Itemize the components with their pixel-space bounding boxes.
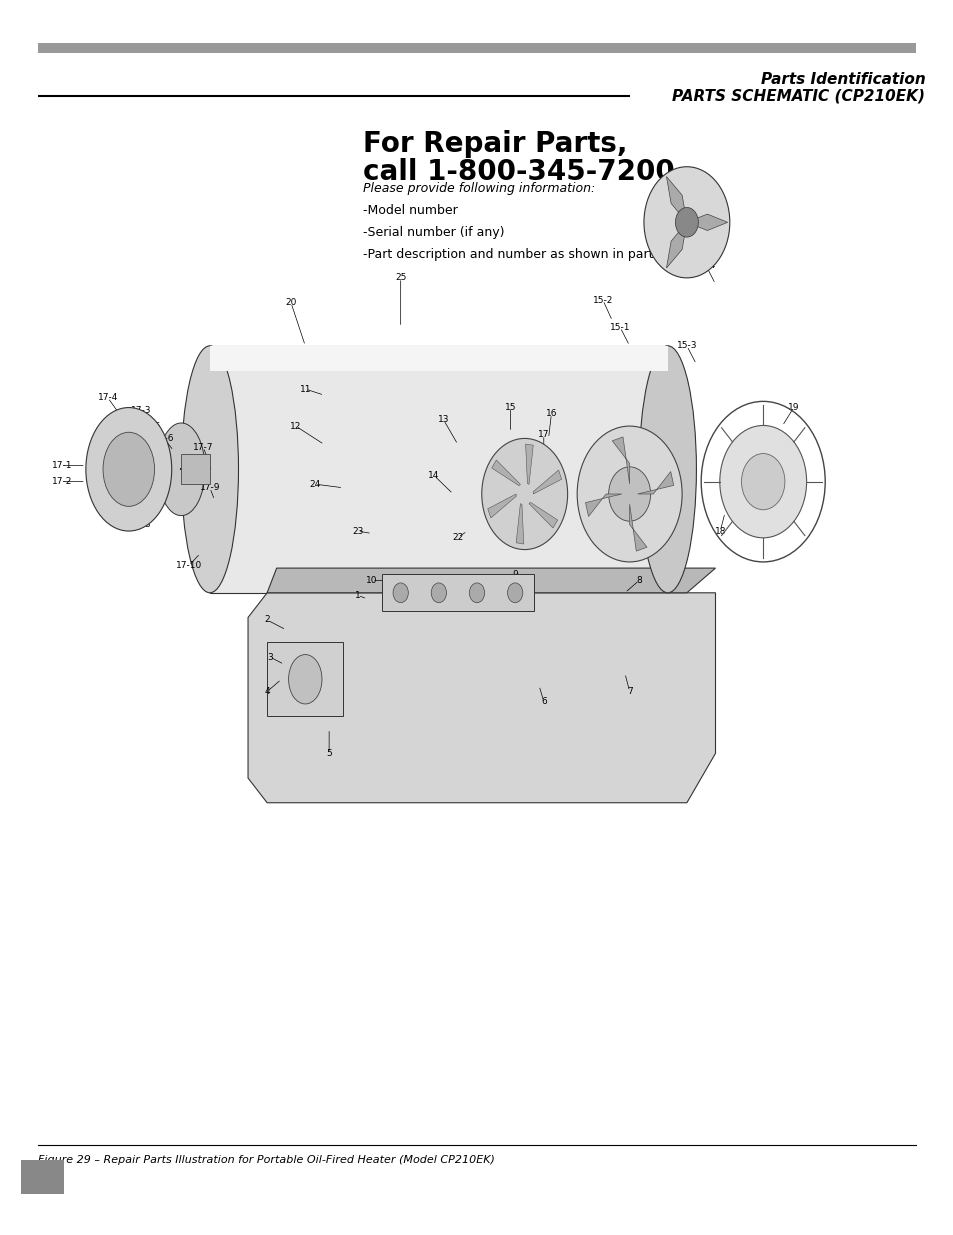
Polygon shape: [210, 346, 667, 370]
Polygon shape: [267, 568, 715, 593]
Polygon shape: [629, 504, 646, 551]
Circle shape: [740, 453, 784, 510]
Text: -Model number: -Model number: [362, 204, 456, 217]
Text: 13: 13: [437, 415, 449, 425]
Circle shape: [481, 438, 567, 550]
Text: 15-4: 15-4: [695, 261, 716, 270]
Circle shape: [675, 207, 698, 237]
Text: 17-7: 17-7: [193, 442, 213, 452]
Polygon shape: [637, 472, 673, 494]
Text: 21: 21: [609, 532, 620, 542]
Text: 16: 16: [545, 409, 557, 419]
Polygon shape: [686, 214, 727, 231]
Bar: [38, 43, 915, 53]
Polygon shape: [528, 503, 558, 529]
Text: 19: 19: [787, 403, 799, 412]
Ellipse shape: [639, 346, 696, 593]
Text: 17: 17: [537, 430, 549, 440]
Text: Parts Identification: Parts Identification: [760, 72, 924, 86]
Polygon shape: [248, 593, 715, 803]
Text: 25: 25: [395, 273, 406, 283]
Text: 17-9: 17-9: [199, 483, 220, 493]
Text: 11: 11: [299, 384, 311, 394]
Text: 3: 3: [267, 652, 273, 662]
Text: 6: 6: [540, 697, 546, 706]
Text: Figure 29 – Repair Parts Illustration for Portable Oil-Fired Heater (Model CP210: Figure 29 – Repair Parts Illustration fo…: [38, 1155, 495, 1165]
Polygon shape: [491, 459, 520, 485]
Polygon shape: [533, 471, 561, 494]
Circle shape: [431, 583, 446, 603]
Text: 17-6: 17-6: [153, 433, 174, 443]
Text: 17-5: 17-5: [140, 421, 161, 431]
Text: 12: 12: [290, 421, 301, 431]
Text: 4: 4: [264, 687, 270, 697]
Polygon shape: [487, 494, 516, 517]
Text: 25: 25: [33, 1171, 51, 1183]
Text: 23: 23: [352, 526, 363, 536]
Ellipse shape: [181, 346, 238, 593]
Text: -Part description and number as shown in parts list: -Part description and number as shown in…: [362, 248, 681, 262]
Bar: [21, 1160, 64, 1194]
Polygon shape: [666, 222, 686, 268]
Ellipse shape: [103, 432, 154, 506]
Text: 17-4: 17-4: [97, 393, 118, 403]
Text: 2: 2: [264, 615, 270, 625]
Text: 17-3: 17-3: [131, 405, 152, 415]
Ellipse shape: [86, 408, 172, 531]
Ellipse shape: [157, 422, 205, 516]
Text: 5: 5: [326, 748, 332, 758]
Text: 15-3: 15-3: [676, 341, 697, 351]
Text: 8: 8: [636, 576, 641, 585]
Text: PARTS SCHEMATIC (CP210EK): PARTS SCHEMATIC (CP210EK): [672, 89, 924, 104]
Text: 15-1: 15-1: [609, 322, 630, 332]
Text: -Serial number (if any): -Serial number (if any): [362, 226, 503, 240]
Text: 17-1: 17-1: [51, 461, 72, 471]
Text: 15: 15: [504, 403, 516, 412]
Polygon shape: [666, 177, 686, 222]
Text: call 1-800-345-7200: call 1-800-345-7200: [362, 158, 674, 186]
Circle shape: [469, 583, 484, 603]
Bar: [267, 642, 343, 716]
Text: 7: 7: [626, 687, 632, 697]
Text: 17-2: 17-2: [51, 477, 72, 487]
Bar: [181, 454, 210, 484]
Text: 9: 9: [512, 569, 517, 579]
Text: 17-8: 17-8: [131, 520, 152, 530]
Circle shape: [507, 583, 522, 603]
Circle shape: [643, 167, 729, 278]
Polygon shape: [210, 346, 667, 593]
Ellipse shape: [288, 655, 321, 704]
Polygon shape: [525, 445, 533, 484]
Polygon shape: [585, 494, 621, 516]
Circle shape: [577, 426, 681, 562]
Text: 18: 18: [714, 526, 725, 536]
Text: 10: 10: [366, 576, 377, 585]
Polygon shape: [516, 504, 523, 543]
Text: 17-10: 17-10: [175, 561, 202, 571]
Text: Please provide following information:: Please provide following information:: [362, 182, 594, 195]
Text: 20: 20: [285, 298, 296, 308]
Circle shape: [608, 467, 650, 521]
Text: For Repair Parts,: For Repair Parts,: [362, 130, 626, 158]
Circle shape: [719, 425, 806, 538]
Polygon shape: [612, 437, 629, 484]
Text: 15-2: 15-2: [592, 295, 613, 305]
Text: 24: 24: [309, 479, 320, 489]
Text: 14: 14: [428, 471, 439, 480]
Text: 1: 1: [355, 590, 360, 600]
Text: 22: 22: [452, 532, 463, 542]
Circle shape: [393, 583, 408, 603]
Bar: [381, 574, 534, 611]
